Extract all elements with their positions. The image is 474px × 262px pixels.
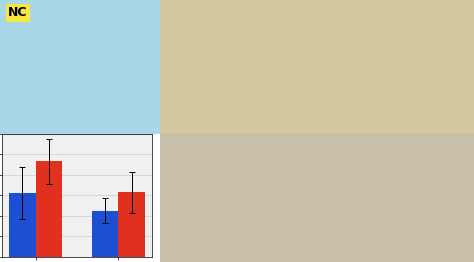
- Bar: [36, 161, 62, 257]
- Bar: [9, 193, 36, 257]
- Bar: [118, 192, 145, 257]
- Bar: [92, 211, 118, 257]
- Text: NC: NC: [8, 6, 27, 19]
